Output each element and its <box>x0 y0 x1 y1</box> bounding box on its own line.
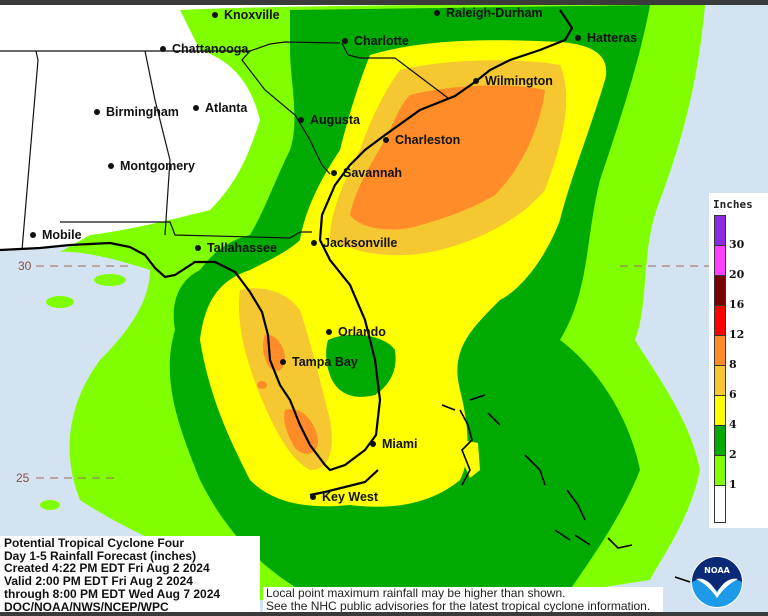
city-savannah: Savannah <box>331 166 402 180</box>
city-label: Chattanooga <box>172 42 249 56</box>
legend-tick-2: 2 <box>729 448 737 461</box>
city-dot-icon <box>311 239 317 246</box>
city-dot-icon <box>195 244 201 251</box>
city-label: Knoxville <box>224 8 280 22</box>
city-dot-icon <box>331 169 337 176</box>
city-label: Mobile <box>42 228 82 242</box>
latitude-label-25: 25 <box>16 471 30 485</box>
city-dot-icon <box>575 34 581 41</box>
city-dot-icon <box>108 162 114 169</box>
city-label: Montgomery <box>120 159 195 173</box>
city-knoxville: Knoxville <box>212 8 280 22</box>
city-key-west: Key West <box>310 490 378 504</box>
legend-swatch-12-16 <box>714 305 726 336</box>
noaa-logo-icon: NOAA <box>691 556 743 608</box>
city-dot-icon <box>326 328 332 335</box>
city-hatteras: Hatteras <box>575 31 637 45</box>
svg-text:NOAA: NOAA <box>704 566 730 575</box>
city-dot-icon <box>94 108 100 115</box>
latitude-label-30: 30 <box>18 259 32 273</box>
legend-swatch-2-4 <box>714 425 726 456</box>
city-dot-icon <box>434 9 440 16</box>
city-dot-icon <box>160 45 166 52</box>
city-orlando: Orlando <box>326 325 386 339</box>
city-label: Miami <box>382 437 418 451</box>
city-dot-icon <box>212 11 218 18</box>
city-label: Jacksonville <box>323 236 398 250</box>
city-augusta: Augusta <box>298 113 360 127</box>
legend-tick-12: 12 <box>729 328 745 341</box>
city-dot-icon <box>383 136 389 143</box>
city-dot-icon <box>30 231 36 238</box>
city-wilmington: Wilmington <box>473 74 553 88</box>
city-label: Raleigh-Durham <box>446 6 543 20</box>
city-label: Tallahassee <box>207 241 277 255</box>
city-mobile: Mobile <box>30 228 82 242</box>
city-atlanta: Atlanta <box>193 101 247 115</box>
city-jacksonville: Jacksonville <box>311 236 397 250</box>
city-dot-icon <box>310 493 316 500</box>
city-dot-icon <box>473 77 479 84</box>
city-label: Wilmington <box>485 74 553 88</box>
disclaimer-line-2: See the NHC public advisories for the la… <box>266 598 651 613</box>
city-charleston: Charleston <box>383 133 460 147</box>
city-raleigh-durham: Raleigh-Durham <box>434 6 543 20</box>
city-label: Birmingham <box>106 105 179 119</box>
forecast-info-box: Potential Tropical Cyclone Four Day 1-5 … <box>0 536 260 614</box>
city-birmingham: Birmingham <box>94 105 179 119</box>
legend-swatch-0-1 <box>714 485 726 523</box>
city-tampa-bay: Tampa Bay <box>280 355 358 369</box>
legend-tick-16: 16 <box>729 298 745 311</box>
created-time: Created 4:22 PM EDT Fri Aug 2 2024 <box>4 561 210 576</box>
valid-end: through 8:00 PM EDT Wed Aug 7 2024 <box>4 586 221 601</box>
legend-swatch-8-12 <box>714 335 726 366</box>
city-montgomery: Montgomery <box>108 159 195 173</box>
valid-start: Valid 2:00 PM EDT Fri Aug 2 2024 <box>4 574 193 589</box>
top-frame-border <box>0 0 768 5</box>
storm-name: Potential Tropical Cyclone Four <box>4 536 185 550</box>
legend-swatch-1-2 <box>714 455 726 486</box>
city-label: Tampa Bay <box>292 355 358 369</box>
legend-tick-30: 30 <box>729 238 745 251</box>
city-label: Orlando <box>338 325 386 339</box>
legend-tick-20: 20 <box>729 268 745 281</box>
legend-tick-6: 6 <box>729 388 737 401</box>
city-miami: Miami <box>370 437 417 451</box>
legend-tick-4: 4 <box>729 418 737 431</box>
city-chattanooga: Chattanooga <box>160 42 248 56</box>
city-dot-icon <box>342 37 348 44</box>
city-dot-icon <box>370 440 376 447</box>
city-dot-icon <box>298 116 304 123</box>
city-label: Charlotte <box>354 34 409 48</box>
legend-swatch-30-plus <box>714 215 726 246</box>
legend-swatch-4-6 <box>714 395 726 426</box>
city-label: Hatteras <box>587 31 638 45</box>
legend-swatch-6-8 <box>714 365 726 396</box>
agency-credit: DOC/NOAA/NWS/NCEP/WPC <box>4 599 169 614</box>
legend-tick-8: 8 <box>729 358 737 371</box>
city-dot-icon <box>193 104 199 111</box>
city-label: Key West <box>322 490 379 504</box>
city-label: Augusta <box>310 113 360 127</box>
bottom-frame-border <box>0 612 768 616</box>
city-label: Atlanta <box>205 101 248 115</box>
disclaimer-box: Local point maximum rainfall may be high… <box>263 587 663 612</box>
city-tallahassee: Tallahassee <box>195 241 277 255</box>
city-charlotte: Charlotte <box>342 34 409 48</box>
city-label: Charleston <box>395 133 461 147</box>
legend-tick-1: 1 <box>729 478 737 491</box>
disclaimer-line-1: Local point maximum rainfall may be high… <box>266 586 566 600</box>
city-label: Savannah <box>343 166 403 180</box>
city-dot-icon <box>280 358 286 365</box>
legend-title: Inches <box>713 198 753 211</box>
legend-swatch-16-20 <box>714 275 726 306</box>
product-title: Day 1-5 Rainfall Forecast (inches) <box>4 548 197 563</box>
legend-swatch-20-30 <box>714 245 726 276</box>
